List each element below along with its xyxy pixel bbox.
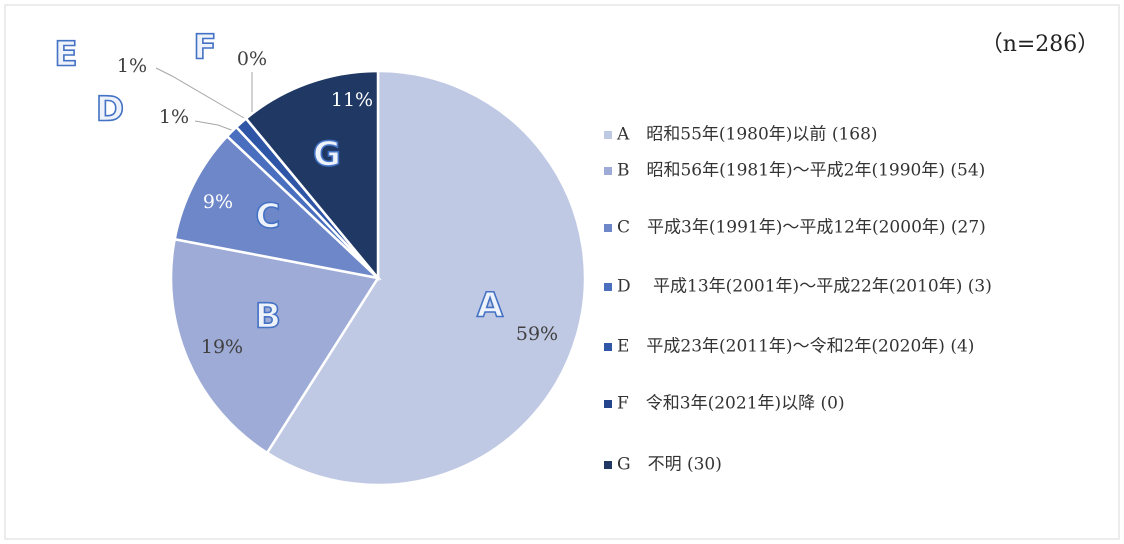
data-label: 11% bbox=[331, 89, 373, 111]
pie-slice bbox=[244, 69, 380, 282]
legend-label: A 昭和55年(1980年)以前 (168) bbox=[616, 125, 878, 145]
legend-swatch bbox=[604, 167, 612, 175]
pie-slice bbox=[169, 237, 381, 455]
pie-slice bbox=[265, 69, 587, 487]
legend-label: G 不明 (30) bbox=[617, 455, 722, 475]
data-label: 59% bbox=[516, 323, 558, 345]
data-label: 0% bbox=[237, 48, 267, 70]
slice-letter: F bbox=[193, 28, 216, 68]
legend-label: F 令和3年(2021年)以降 (0) bbox=[617, 394, 845, 414]
data-label: 1% bbox=[117, 55, 147, 77]
legend-label: C 平成3年(1991年)～平成12年(2000年) (27) bbox=[617, 218, 986, 238]
slice-letter: E bbox=[54, 35, 77, 75]
legend-label: B 昭和56年(1981年)～平成2年(1990年) (54) bbox=[617, 161, 985, 181]
legend-label: E 平成23年(2011年)～令和2年(2020年) (4) bbox=[617, 337, 974, 357]
legend-label: D 平成13年(2001年)～平成22年(2010年) (3) bbox=[617, 277, 992, 297]
legend-swatch bbox=[604, 461, 612, 469]
legend-swatch bbox=[604, 283, 612, 291]
data-label: 9% bbox=[203, 191, 233, 213]
slice-letter: B bbox=[255, 297, 281, 337]
slice-letter: G bbox=[313, 135, 341, 175]
legend-swatch bbox=[604, 224, 612, 232]
data-label: 19% bbox=[201, 336, 243, 358]
data-label: 1% bbox=[159, 106, 189, 128]
slice-letter: C bbox=[256, 197, 281, 237]
pie-slice bbox=[173, 134, 382, 281]
legend-swatch bbox=[604, 343, 612, 351]
legend-swatch bbox=[604, 131, 612, 139]
leader-line bbox=[155, 67, 245, 119]
legend-swatch bbox=[604, 400, 612, 408]
sample-size: （n=286） bbox=[981, 32, 1100, 57]
slice-letter: D bbox=[96, 90, 124, 130]
slice-letter: A bbox=[477, 286, 504, 326]
leader-line bbox=[194, 120, 235, 132]
